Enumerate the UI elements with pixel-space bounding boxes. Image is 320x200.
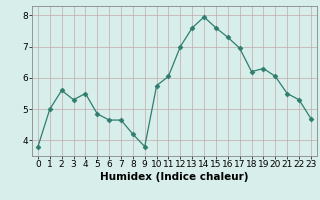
X-axis label: Humidex (Indice chaleur): Humidex (Indice chaleur): [100, 172, 249, 182]
